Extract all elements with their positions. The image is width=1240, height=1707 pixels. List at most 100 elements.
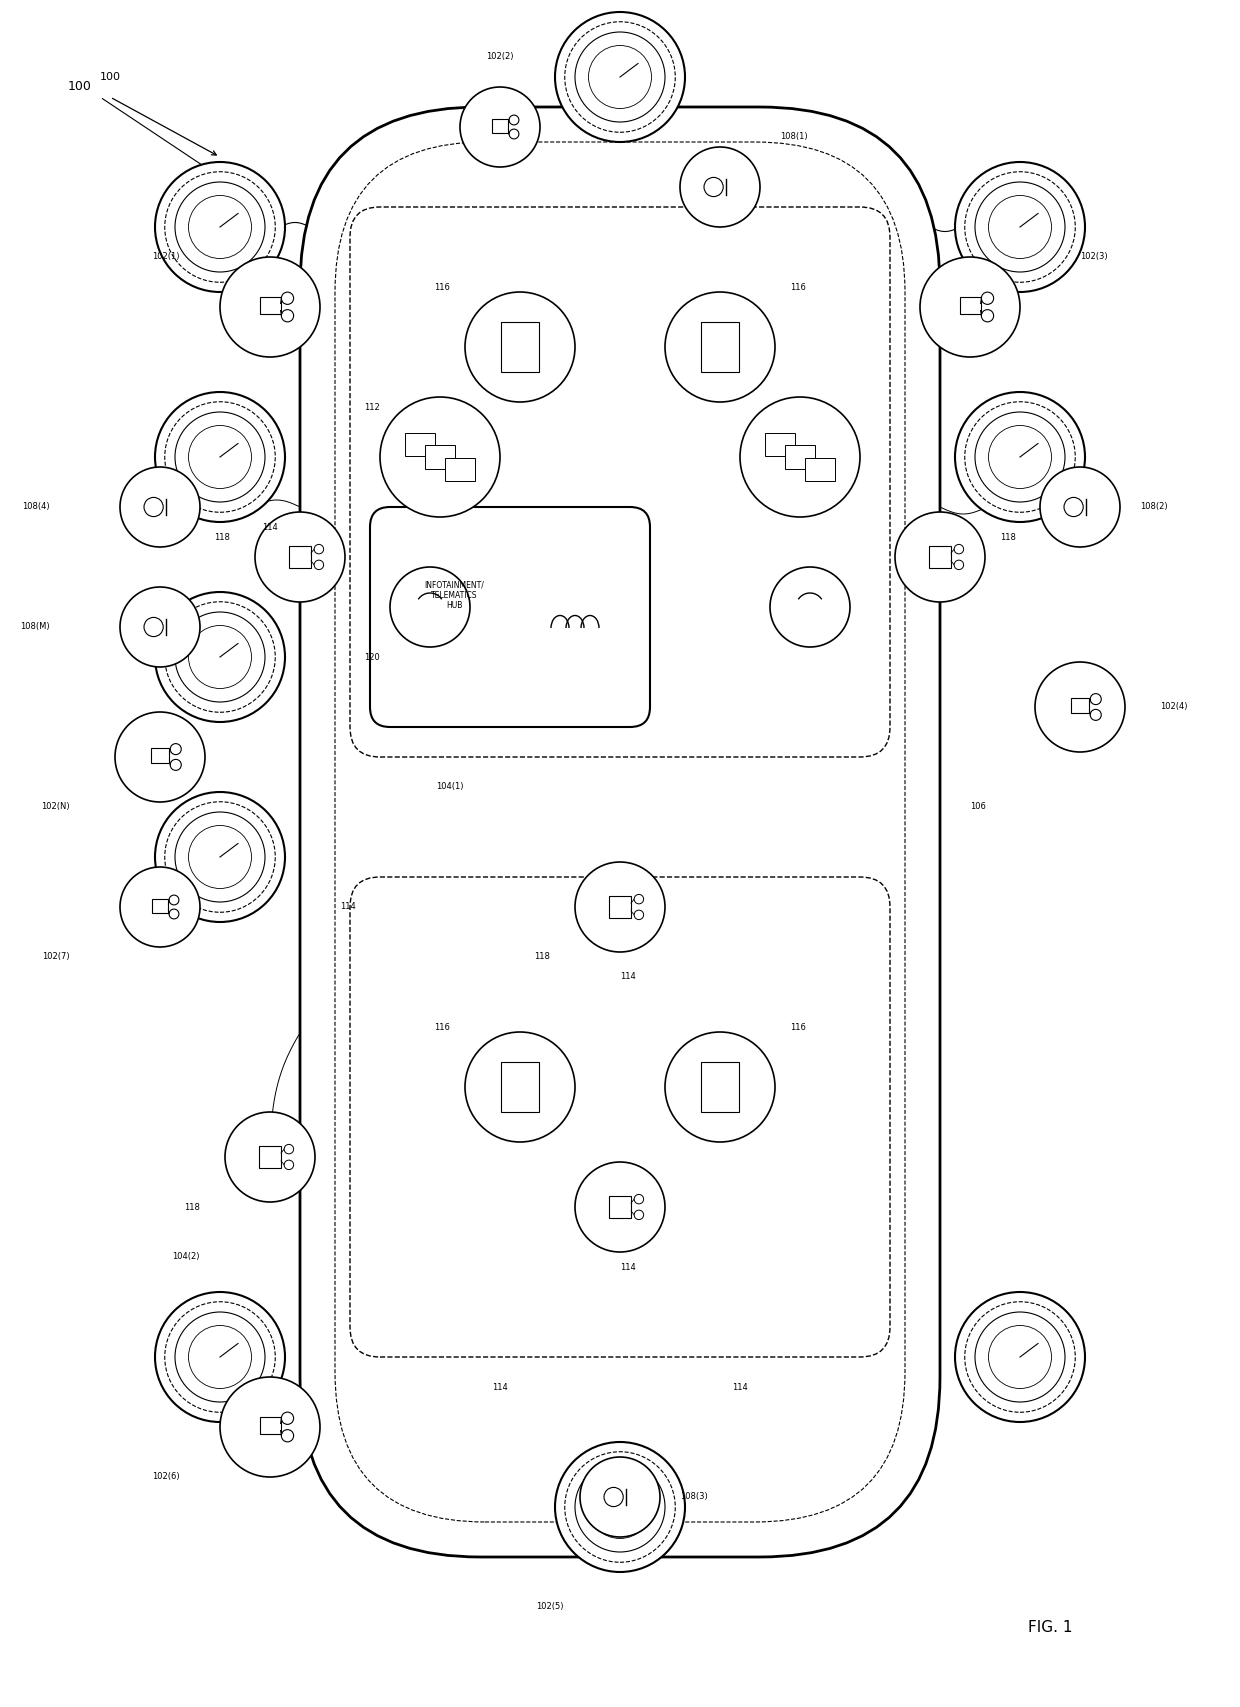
Circle shape — [1035, 662, 1125, 753]
Text: 114: 114 — [340, 903, 356, 912]
Bar — [701, 1062, 739, 1111]
Bar — [609, 896, 631, 918]
Circle shape — [955, 393, 1085, 522]
Bar — [929, 546, 951, 568]
Circle shape — [1090, 710, 1101, 720]
Circle shape — [770, 567, 849, 647]
Circle shape — [465, 1033, 575, 1142]
Circle shape — [175, 183, 265, 271]
Circle shape — [1064, 497, 1084, 517]
Circle shape — [219, 258, 320, 357]
Bar — [805, 457, 836, 481]
Circle shape — [580, 1458, 660, 1536]
Circle shape — [954, 560, 963, 570]
Circle shape — [391, 567, 470, 647]
Text: 102(7): 102(7) — [42, 953, 69, 961]
Circle shape — [175, 411, 265, 502]
Circle shape — [604, 1487, 624, 1507]
Text: FIG. 1: FIG. 1 — [1028, 1620, 1073, 1635]
Circle shape — [510, 114, 518, 125]
Circle shape — [175, 1313, 265, 1401]
Circle shape — [634, 1195, 644, 1203]
Circle shape — [144, 618, 164, 637]
Text: 106: 106 — [970, 802, 986, 811]
Text: 104(2): 104(2) — [172, 1253, 200, 1261]
Circle shape — [556, 1442, 684, 1572]
Circle shape — [589, 46, 651, 109]
Circle shape — [255, 512, 345, 603]
Circle shape — [575, 862, 665, 953]
Circle shape — [634, 1210, 644, 1219]
Text: 102(3): 102(3) — [1080, 253, 1107, 261]
Circle shape — [155, 592, 285, 722]
Circle shape — [510, 130, 518, 138]
Bar — [1070, 698, 1090, 714]
Text: 104(1): 104(1) — [436, 782, 464, 792]
Bar — [445, 457, 475, 481]
Circle shape — [219, 1378, 320, 1477]
Text: 100: 100 — [100, 72, 122, 82]
Bar — [501, 1062, 539, 1111]
FancyBboxPatch shape — [300, 108, 940, 1557]
Bar — [960, 297, 981, 314]
Text: 102(N): 102(N) — [41, 802, 69, 811]
Circle shape — [981, 309, 993, 323]
Bar — [765, 432, 795, 456]
Circle shape — [1090, 693, 1101, 705]
Text: 118: 118 — [184, 1202, 200, 1212]
Bar — [259, 1145, 281, 1168]
Text: 108(2): 108(2) — [1140, 502, 1168, 512]
Text: 100: 100 — [68, 80, 92, 94]
Circle shape — [575, 1461, 665, 1552]
Circle shape — [281, 1430, 294, 1442]
Text: 114: 114 — [732, 1383, 748, 1391]
Text: 102(4): 102(4) — [1159, 703, 1188, 712]
Circle shape — [188, 826, 252, 889]
Text: 114: 114 — [620, 973, 636, 982]
Circle shape — [954, 545, 963, 553]
Circle shape — [175, 813, 265, 901]
Circle shape — [188, 625, 252, 688]
Circle shape — [975, 411, 1065, 502]
Circle shape — [169, 894, 179, 905]
Circle shape — [169, 910, 179, 918]
Circle shape — [155, 393, 285, 522]
Circle shape — [175, 613, 265, 702]
Bar — [785, 446, 815, 469]
Circle shape — [155, 162, 285, 292]
Circle shape — [634, 910, 644, 920]
Circle shape — [955, 1292, 1085, 1422]
Bar — [404, 432, 435, 456]
Bar — [289, 546, 311, 568]
Text: 118: 118 — [534, 953, 551, 961]
Text: 118: 118 — [215, 533, 229, 541]
Circle shape — [740, 398, 861, 517]
Circle shape — [665, 292, 775, 403]
Text: 114: 114 — [262, 522, 278, 531]
Text: 102(1): 102(1) — [153, 253, 180, 261]
Text: 116: 116 — [434, 282, 450, 292]
Circle shape — [284, 1161, 294, 1169]
Circle shape — [281, 1412, 294, 1424]
Text: 116: 116 — [790, 1022, 806, 1031]
Text: 102(2): 102(2) — [486, 53, 513, 61]
Bar — [701, 323, 739, 372]
Circle shape — [634, 894, 644, 903]
Circle shape — [281, 309, 294, 323]
Text: 112: 112 — [365, 403, 379, 411]
Circle shape — [575, 1162, 665, 1251]
Text: 108(3): 108(3) — [680, 1492, 708, 1502]
Bar — [151, 898, 169, 913]
Text: 108(4): 108(4) — [22, 502, 50, 512]
Circle shape — [988, 196, 1052, 258]
Circle shape — [460, 87, 539, 167]
Circle shape — [188, 1326, 252, 1388]
Text: 108(1): 108(1) — [780, 133, 807, 142]
Circle shape — [224, 1111, 315, 1202]
Circle shape — [379, 398, 500, 517]
Circle shape — [120, 587, 200, 667]
Bar — [609, 1197, 631, 1219]
Circle shape — [975, 183, 1065, 271]
Text: 118: 118 — [999, 533, 1016, 541]
Circle shape — [556, 12, 684, 142]
